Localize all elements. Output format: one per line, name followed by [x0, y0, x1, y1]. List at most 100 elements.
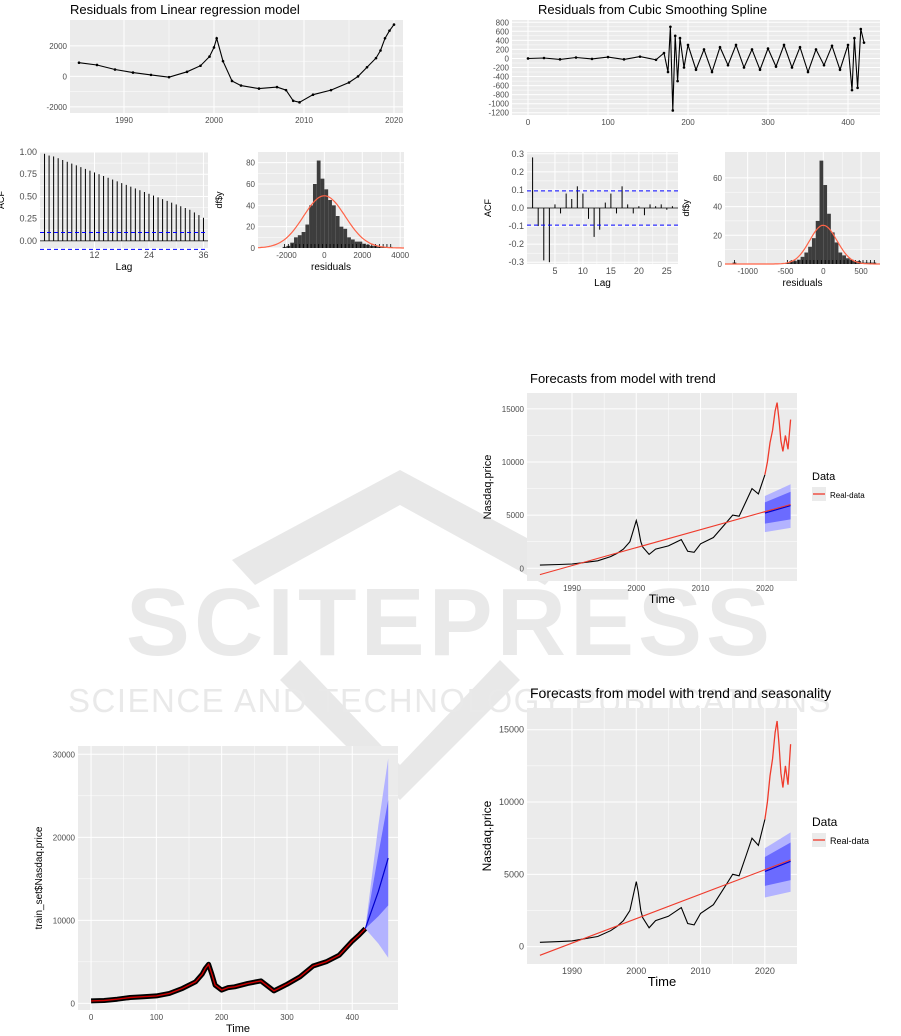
x-axis-label: residuals — [311, 262, 351, 273]
histogram-bar — [316, 160, 321, 248]
x-tick-label: 400 — [346, 1013, 360, 1022]
x-tick-label: 2000 — [205, 116, 223, 125]
residual-point — [758, 68, 762, 72]
residual-point — [526, 57, 530, 60]
y-tick-label: 60 — [713, 174, 722, 183]
legend-entry-label: Real-data — [830, 836, 869, 846]
histogram-bar — [312, 184, 317, 248]
real-data-series-line — [764, 720, 792, 820]
y-tick-label: -2000 — [47, 103, 68, 112]
plot-panel — [70, 20, 403, 113]
x-tick-label: -1000 — [737, 267, 758, 276]
x-tick-label: 2010 — [295, 116, 313, 125]
x-tick-label: 20 — [634, 266, 644, 276]
x-tick-label: 300 — [761, 118, 775, 127]
x-tick-label: 0 — [89, 1013, 94, 1022]
x-tick-label: -2000 — [276, 251, 297, 260]
y-tick-label: -1000 — [489, 100, 510, 109]
x-axis-label: Lag — [116, 262, 133, 273]
residual-point — [590, 57, 594, 61]
legend: Data Real-data — [812, 471, 865, 501]
residual-point — [666, 70, 670, 74]
histogram-bar — [808, 246, 812, 264]
plot-panel — [725, 152, 880, 264]
x-tick-label: 2020 — [755, 966, 775, 976]
plot-panel — [527, 393, 797, 581]
y-tick-label: 15000 — [499, 725, 524, 735]
observed-series-line — [539, 474, 766, 566]
y-tick-label: 0.00 — [19, 236, 37, 246]
chart-title: Residuals from Cubic Smoothing Spline — [538, 2, 767, 17]
y-tick-label: 0 — [520, 564, 525, 573]
histogram-bar — [331, 205, 336, 248]
trend-line — [539, 503, 791, 576]
y-axis-label: ACF — [0, 190, 6, 209]
chart-spline-residuals: 0 100 200 300 400-1200-1000-800-600-400-2000… — [489, 2, 880, 127]
y-tick-label: 0.3 — [511, 149, 524, 159]
residual-point — [215, 36, 218, 40]
histogram-bar — [324, 189, 329, 248]
observed-series-line — [539, 819, 766, 943]
legend: Data Real-data — [812, 815, 869, 847]
residual-point — [766, 47, 770, 50]
y-tick-label: 0.50 — [19, 191, 37, 201]
y-tick-label: 0.25 — [19, 214, 37, 224]
residual-point — [392, 23, 396, 26]
residual-point — [212, 46, 216, 49]
y-tick-label: 0 — [718, 260, 723, 269]
residual-point — [654, 58, 658, 62]
x-tick-label: 1990 — [562, 966, 582, 976]
residual-point — [365, 65, 369, 69]
x-tick-label: 36 — [198, 250, 208, 260]
residual-point — [662, 51, 666, 55]
residual-point — [678, 36, 682, 40]
plot-panel — [40, 152, 208, 248]
residual-point — [558, 58, 562, 61]
y-axis-label: df$y — [214, 191, 224, 209]
residual-point — [185, 70, 189, 74]
y-tick-label: -800 — [493, 91, 510, 100]
y-tick-label: -1200 — [489, 109, 510, 118]
chart-lr-acf: 12 24 36 0.00 0.25 0.50 0.75 1.00 Lag ACF — [0, 147, 208, 273]
residual-point — [95, 63, 99, 67]
forecast-mean-line — [764, 505, 791, 514]
residual-point — [379, 49, 382, 52]
y-axis-label: train_set$Nasdaq.price — [34, 826, 45, 929]
real-data-series-line — [764, 402, 792, 475]
y-tick-label: 0.0 — [511, 203, 524, 213]
x-tick-label: 25 — [662, 266, 672, 276]
residual-point — [710, 70, 714, 74]
histogram-bar — [815, 220, 820, 264]
chart-forecast-trend: 1990 2000 2010 2020 0 5000 10000 15000 Forecasts… — [482, 371, 865, 606]
y-tick-label: 2000 — [49, 42, 67, 51]
histogram-bar — [834, 242, 839, 264]
residual-point — [814, 48, 818, 51]
plot-panel — [78, 746, 398, 1010]
residual-point — [734, 43, 738, 47]
x-tick-label: 2020 — [385, 116, 403, 125]
chart-lr-residuals: 1990 2000 2010 2020 -2000 0 2000 Residuals from… — [47, 2, 404, 125]
y-tick-label: 5000 — [506, 511, 524, 520]
residual-point — [686, 43, 690, 47]
forecast-interval-80 — [365, 800, 389, 929]
y-tick-label: 10000 — [499, 797, 524, 807]
residual-point — [374, 56, 378, 60]
residual-point — [726, 63, 730, 67]
residual-point — [239, 84, 243, 87]
residual-point — [356, 75, 360, 78]
residual-point — [221, 59, 225, 63]
residual-point — [742, 66, 746, 69]
histogram-bar — [328, 200, 332, 248]
y-tick-label: 0 — [505, 54, 510, 63]
y-tick-label: 20 — [246, 223, 255, 232]
histogram-bar — [320, 178, 325, 248]
x-tick-label: 2000 — [626, 966, 646, 976]
residual-point — [790, 66, 794, 69]
x-axis-label: residuals — [782, 278, 822, 289]
x-tick-label: 300 — [280, 1013, 294, 1022]
residual-point — [208, 55, 211, 58]
chart-forecast-trend-season: 1990 2000 2010 2020 0 5000 10000 15000 Forecasts… — [480, 685, 869, 989]
histogram-bar — [301, 232, 306, 248]
